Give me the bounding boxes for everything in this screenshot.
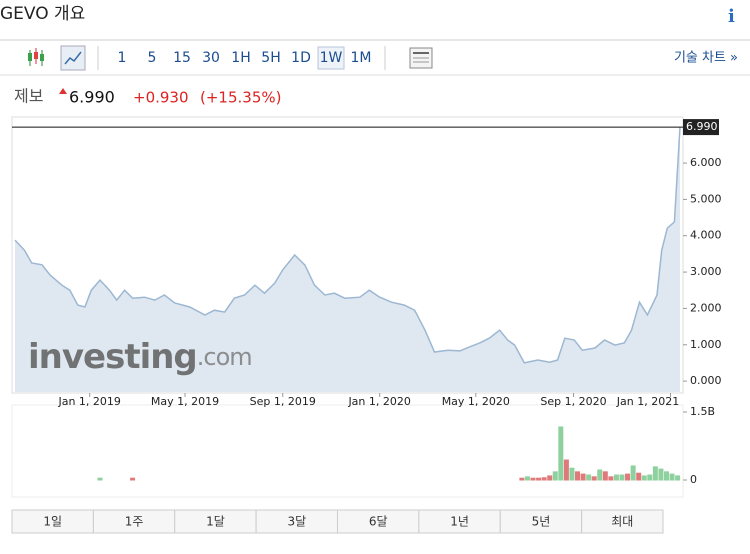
period-label: 1일 — [43, 515, 62, 529]
table-icon[interactable] — [409, 47, 433, 69]
x-tick-label: May 1, 2020 — [442, 395, 510, 408]
volume-bar — [586, 474, 592, 481]
volume-bar — [530, 477, 536, 481]
volume-frame — [11, 404, 684, 498]
interval-button[interactable]: 1D — [291, 50, 311, 66]
last-price-box — [683, 119, 719, 136]
period-label: 1주 — [125, 515, 144, 529]
quote-change: +0.930 — [133, 89, 189, 107]
x-tick-label: Jan 1, 2020 — [347, 395, 410, 408]
x-tick-label: Jan 1, 2019 — [57, 395, 120, 408]
interval-button[interactable]: 1H — [231, 50, 250, 66]
x-tick-label: Sep 1, 2019 — [250, 395, 316, 408]
volume-bar — [647, 474, 653, 481]
volume-bar — [130, 477, 136, 481]
watermark-brand: investing — [28, 337, 197, 377]
plot-frame — [11, 116, 684, 394]
interval-button[interactable]: 5 — [148, 50, 157, 66]
volume-bar — [558, 426, 564, 481]
period-label: 1달 — [206, 515, 225, 529]
up-arrow — [59, 88, 67, 94]
x-tick-label: Jan 1, 2021 — [616, 395, 679, 408]
volume-bar — [547, 475, 553, 481]
info-icon[interactable]: i — [728, 6, 735, 27]
y-tick-label: 1.5B — [690, 405, 715, 418]
x-tick-label: Sep 1, 2020 — [540, 395, 606, 408]
volume-bar — [675, 475, 681, 481]
volume-bar — [619, 474, 625, 481]
y-tick-label: 2.000 — [690, 301, 722, 314]
y-tick-label: 3.000 — [690, 265, 722, 278]
volume-bar — [591, 476, 597, 481]
volume-bar — [625, 473, 631, 481]
y-tick-label: 1.000 — [690, 338, 722, 351]
volume-bar — [658, 468, 664, 481]
volume-bar — [597, 469, 603, 481]
quote-change-percent: (+15.35%) — [200, 89, 281, 107]
volume-bar — [580, 473, 586, 481]
volume-bar — [652, 466, 658, 481]
interval-button[interactable]: 30 — [202, 50, 220, 66]
x-tick-label: May 1, 2019 — [151, 395, 219, 408]
interval-button[interactable]: 1M — [351, 50, 372, 66]
interval-button[interactable]: 15 — [173, 50, 191, 66]
volume-bar — [602, 471, 608, 481]
period-label: 3달 — [287, 515, 306, 529]
period-label: 5년 — [532, 515, 551, 529]
candle-icon[interactable] — [28, 48, 44, 66]
watermark: investing.com — [28, 337, 252, 377]
volume-bar — [641, 475, 647, 481]
volume-bar — [569, 467, 575, 481]
y-tick-label: 5.000 — [690, 192, 722, 205]
watermark-suffix: .com — [197, 343, 252, 371]
interval-button[interactable]: 1W — [320, 50, 343, 66]
volume-bar — [524, 476, 530, 481]
y-tick-label: 0.000 — [690, 374, 722, 387]
period-label: 최대 — [611, 515, 633, 529]
plot — [14, 127, 681, 392]
volume-bar — [669, 473, 675, 481]
volume-bar — [613, 474, 619, 481]
period-button[interactable] — [581, 509, 664, 534]
interval-button[interactable]: 1 — [118, 50, 127, 66]
volume-bar — [636, 472, 642, 481]
volume-bar — [541, 477, 547, 481]
volume-bar — [575, 471, 581, 481]
volume-bar — [519, 477, 525, 481]
volume-bar — [663, 471, 669, 481]
line-icon[interactable] — [60, 45, 86, 71]
volume-bar — [536, 477, 542, 481]
volume-bar — [97, 477, 103, 481]
volume-bar — [552, 471, 558, 481]
volume-bar — [608, 476, 614, 481]
selected-interval — [317, 46, 345, 70]
interval-button[interactable]: 5H — [261, 50, 280, 66]
volume-bar — [630, 465, 636, 481]
price-line — [14, 127, 681, 364]
y-tick-label: 0 — [690, 473, 697, 486]
technical-chart-link[interactable]: 기술 차트 » — [674, 51, 738, 66]
quote-price: 6.990 — [69, 88, 115, 107]
period-label: 6달 — [369, 515, 388, 529]
page-title: GEVO 개요 — [0, 4, 85, 24]
period-label: 1년 — [450, 515, 469, 529]
y-tick-label: 6.000 — [690, 156, 722, 169]
y-tick-label: 4.000 — [690, 229, 722, 242]
quote-label: 제보 — [14, 87, 43, 106]
area-fill — [15, 127, 680, 392]
last-price-label: 6.990 — [686, 120, 718, 133]
volume-bar — [563, 459, 569, 481]
